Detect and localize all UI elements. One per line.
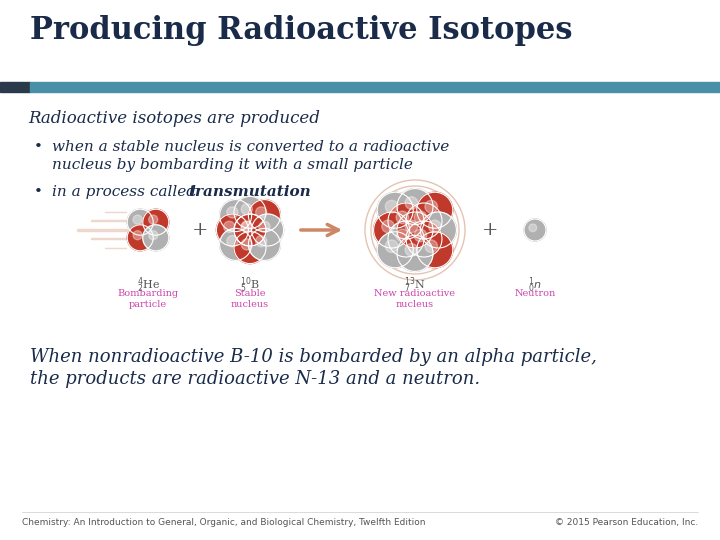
Text: $^{10}_{5}$B: $^{10}_{5}$B xyxy=(240,275,260,295)
Bar xyxy=(30,82,720,92)
Circle shape xyxy=(224,221,235,232)
Circle shape xyxy=(227,235,238,247)
Circle shape xyxy=(220,228,251,260)
Circle shape xyxy=(377,192,413,228)
Circle shape xyxy=(133,215,142,224)
Text: Producing Radioactive Isotopes: Producing Radioactive Isotopes xyxy=(30,15,572,46)
Text: Radioactive isotopes are produced: Radioactive isotopes are produced xyxy=(28,110,320,127)
Circle shape xyxy=(397,212,433,248)
Circle shape xyxy=(397,188,433,225)
Text: •: • xyxy=(34,185,43,199)
Circle shape xyxy=(406,203,442,239)
Circle shape xyxy=(256,235,267,247)
Circle shape xyxy=(133,231,142,240)
Text: $^{1}_{0}n$: $^{1}_{0}n$ xyxy=(528,275,542,295)
Circle shape xyxy=(241,239,253,250)
Circle shape xyxy=(256,207,267,218)
Text: transmutation: transmutation xyxy=(188,185,311,199)
Circle shape xyxy=(417,232,453,268)
Circle shape xyxy=(241,221,253,232)
Circle shape xyxy=(127,225,153,251)
Circle shape xyxy=(425,240,438,253)
Circle shape xyxy=(258,221,270,232)
Circle shape xyxy=(388,203,424,239)
Circle shape xyxy=(385,240,398,253)
Circle shape xyxy=(529,224,536,232)
Circle shape xyxy=(127,209,153,235)
Circle shape xyxy=(143,225,168,251)
Text: particle: particle xyxy=(129,300,167,309)
Circle shape xyxy=(385,200,398,213)
Circle shape xyxy=(148,231,158,240)
Circle shape xyxy=(405,220,418,233)
Text: in a process called: in a process called xyxy=(52,185,201,199)
Circle shape xyxy=(241,204,253,215)
Text: the products are radioactive N-13 and a neutron.: the products are radioactive N-13 and a … xyxy=(30,370,480,388)
Text: Chemistry: An Introduction to General, Organic, and Biological Chemistry, Twelft: Chemistry: An Introduction to General, O… xyxy=(22,518,426,527)
Text: © 2015 Pearson Education, Inc.: © 2015 Pearson Education, Inc. xyxy=(554,518,698,527)
Circle shape xyxy=(251,214,284,246)
Text: •: • xyxy=(34,140,43,154)
Bar xyxy=(0,82,30,92)
Circle shape xyxy=(396,229,409,242)
Circle shape xyxy=(148,215,158,224)
Circle shape xyxy=(420,212,456,248)
Circle shape xyxy=(388,221,424,257)
Text: $^{13}_{7}$N: $^{13}_{7}$N xyxy=(404,275,426,295)
Circle shape xyxy=(248,228,280,260)
Circle shape xyxy=(374,212,410,248)
Text: nucleus: nucleus xyxy=(231,300,269,309)
Circle shape xyxy=(227,207,238,218)
Text: when a stable nucleus is converted to a radioactive: when a stable nucleus is converted to a … xyxy=(52,140,449,154)
Circle shape xyxy=(425,200,438,213)
Text: New radioactive: New radioactive xyxy=(374,289,456,298)
Circle shape xyxy=(234,214,266,246)
Circle shape xyxy=(234,232,266,264)
Text: +: + xyxy=(192,221,208,239)
Circle shape xyxy=(406,221,442,257)
Text: Bombarding: Bombarding xyxy=(117,289,179,298)
Circle shape xyxy=(217,214,248,246)
Circle shape xyxy=(377,232,413,268)
Circle shape xyxy=(405,197,418,210)
Circle shape xyxy=(382,220,395,233)
Text: Neutron: Neutron xyxy=(514,289,556,298)
Circle shape xyxy=(417,192,453,228)
Circle shape xyxy=(241,221,253,232)
Text: $^{4}_{2}$He: $^{4}_{2}$He xyxy=(137,275,160,295)
Text: nucleus by bombarding it with a small particle: nucleus by bombarding it with a small pa… xyxy=(52,158,413,172)
Circle shape xyxy=(396,211,409,224)
Text: When nonradioactive B-10 is bombarded by an alpha particle,: When nonradioactive B-10 is bombarded by… xyxy=(30,348,597,366)
Circle shape xyxy=(234,197,266,228)
Circle shape xyxy=(405,244,418,256)
Circle shape xyxy=(414,211,427,224)
Circle shape xyxy=(524,219,546,241)
Circle shape xyxy=(220,200,251,232)
Circle shape xyxy=(234,214,266,246)
Circle shape xyxy=(143,209,168,235)
Text: nucleus: nucleus xyxy=(396,300,434,309)
Circle shape xyxy=(397,235,433,272)
Text: +: + xyxy=(482,221,498,239)
Circle shape xyxy=(248,200,280,232)
Text: Stable: Stable xyxy=(234,289,266,298)
Circle shape xyxy=(414,229,427,242)
Circle shape xyxy=(428,220,441,233)
